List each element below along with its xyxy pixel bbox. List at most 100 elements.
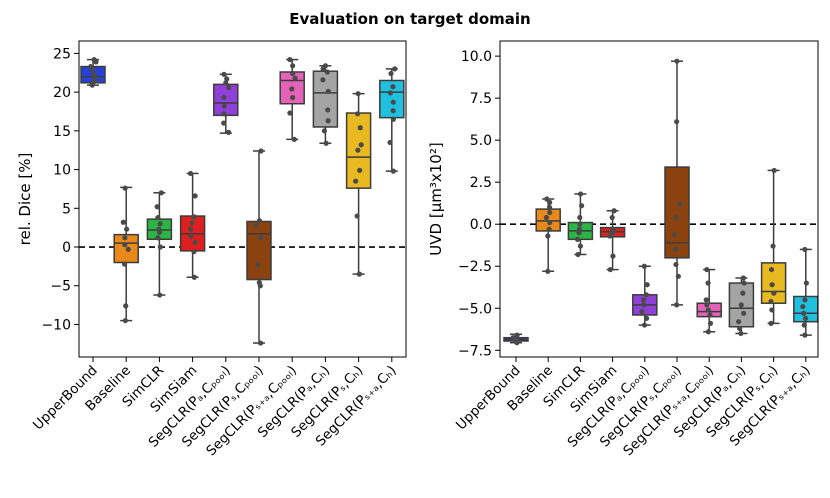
data-point [641, 322, 648, 328]
data-point [705, 307, 711, 313]
data-point [287, 56, 293, 63]
data-point [156, 226, 162, 232]
data-point [609, 214, 615, 221]
data-point [673, 302, 680, 308]
data-point [577, 214, 583, 221]
ytick-label: −5 [50, 279, 71, 295]
data-point [741, 310, 747, 316]
data-point [122, 317, 128, 324]
data-point [768, 266, 775, 273]
data-point [707, 320, 714, 326]
data-point [322, 63, 329, 69]
data-point [258, 235, 264, 241]
data-point [704, 302, 710, 308]
data-point [221, 111, 227, 117]
data-point [705, 280, 711, 286]
data-point [672, 231, 678, 237]
data-point [221, 71, 227, 77]
data-point [543, 214, 550, 221]
data-point [673, 214, 680, 221]
data-point [157, 292, 163, 298]
ytick-label: 15 [53, 124, 71, 140]
data-point [255, 262, 261, 268]
data-point [390, 168, 396, 174]
ytick-label: 25 [53, 46, 71, 62]
box-2 [567, 191, 594, 258]
data-point [320, 77, 326, 83]
data-point [321, 128, 328, 134]
ytick-label: 0 [62, 240, 71, 256]
data-point [290, 70, 296, 77]
data-point [256, 218, 263, 224]
data-point [221, 120, 227, 126]
data-point [677, 201, 683, 207]
ytick-label: −5.0 [458, 301, 492, 317]
box-2 [146, 190, 173, 298]
data-point [707, 312, 713, 318]
data-point [187, 170, 194, 177]
data-point [639, 309, 645, 315]
data-point [88, 63, 94, 70]
ytick-label: −2.5 [458, 259, 492, 275]
data-point [155, 214, 161, 221]
data-point [257, 340, 264, 346]
data-point [390, 108, 396, 114]
data-point [574, 236, 581, 242]
data-point [158, 190, 164, 196]
ytick-label: 2.5 [470, 175, 492, 191]
data-point [610, 226, 616, 232]
uvd-axes-frame [499, 40, 819, 358]
data-point [323, 140, 329, 146]
rel-dice-ylabel: rel. Dice [%] [16, 153, 34, 246]
data-point [578, 191, 584, 197]
box-body [728, 282, 755, 328]
data-point [738, 330, 744, 337]
data-point [191, 214, 197, 220]
data-point [705, 329, 711, 335]
data-point [121, 261, 128, 267]
data-point [545, 268, 551, 274]
box-7 [312, 63, 339, 146]
data-point [674, 58, 680, 64]
data-point [258, 148, 264, 154]
data-point [122, 235, 128, 241]
data-point [188, 226, 194, 232]
data-point [577, 243, 584, 249]
data-point [736, 325, 743, 332]
data-point [157, 221, 163, 227]
data-point [674, 119, 680, 125]
data-point [768, 298, 774, 305]
box-body [246, 220, 272, 281]
data-point [544, 196, 550, 202]
box-7 [728, 275, 755, 337]
data-point [546, 204, 553, 211]
data-point [802, 297, 808, 303]
box-4 [213, 71, 239, 135]
data-point [157, 244, 163, 250]
data-point [388, 70, 394, 77]
data-point [546, 226, 552, 232]
data-point [390, 99, 396, 105]
data-point [740, 290, 746, 296]
box-1 [113, 185, 139, 324]
data-point [738, 302, 744, 308]
ytick-label: 5 [62, 201, 71, 217]
data-point [390, 84, 396, 90]
data-point [292, 75, 298, 81]
figure-title: Evaluation on target domain [289, 10, 530, 28]
data-point [287, 110, 293, 116]
data-point [122, 242, 128, 248]
ytick-label: 0.0 [470, 217, 492, 233]
data-point [802, 315, 809, 321]
uvd-ylabel: UVD [μm³x10²] [427, 142, 445, 255]
data-point [771, 290, 777, 296]
box-3 [179, 170, 206, 280]
data-point [545, 233, 551, 239]
box-6 [279, 56, 305, 142]
data-point [191, 249, 197, 255]
data-point [769, 307, 775, 313]
data-point [510, 335, 516, 341]
data-point [736, 319, 742, 325]
data-point [769, 282, 775, 288]
